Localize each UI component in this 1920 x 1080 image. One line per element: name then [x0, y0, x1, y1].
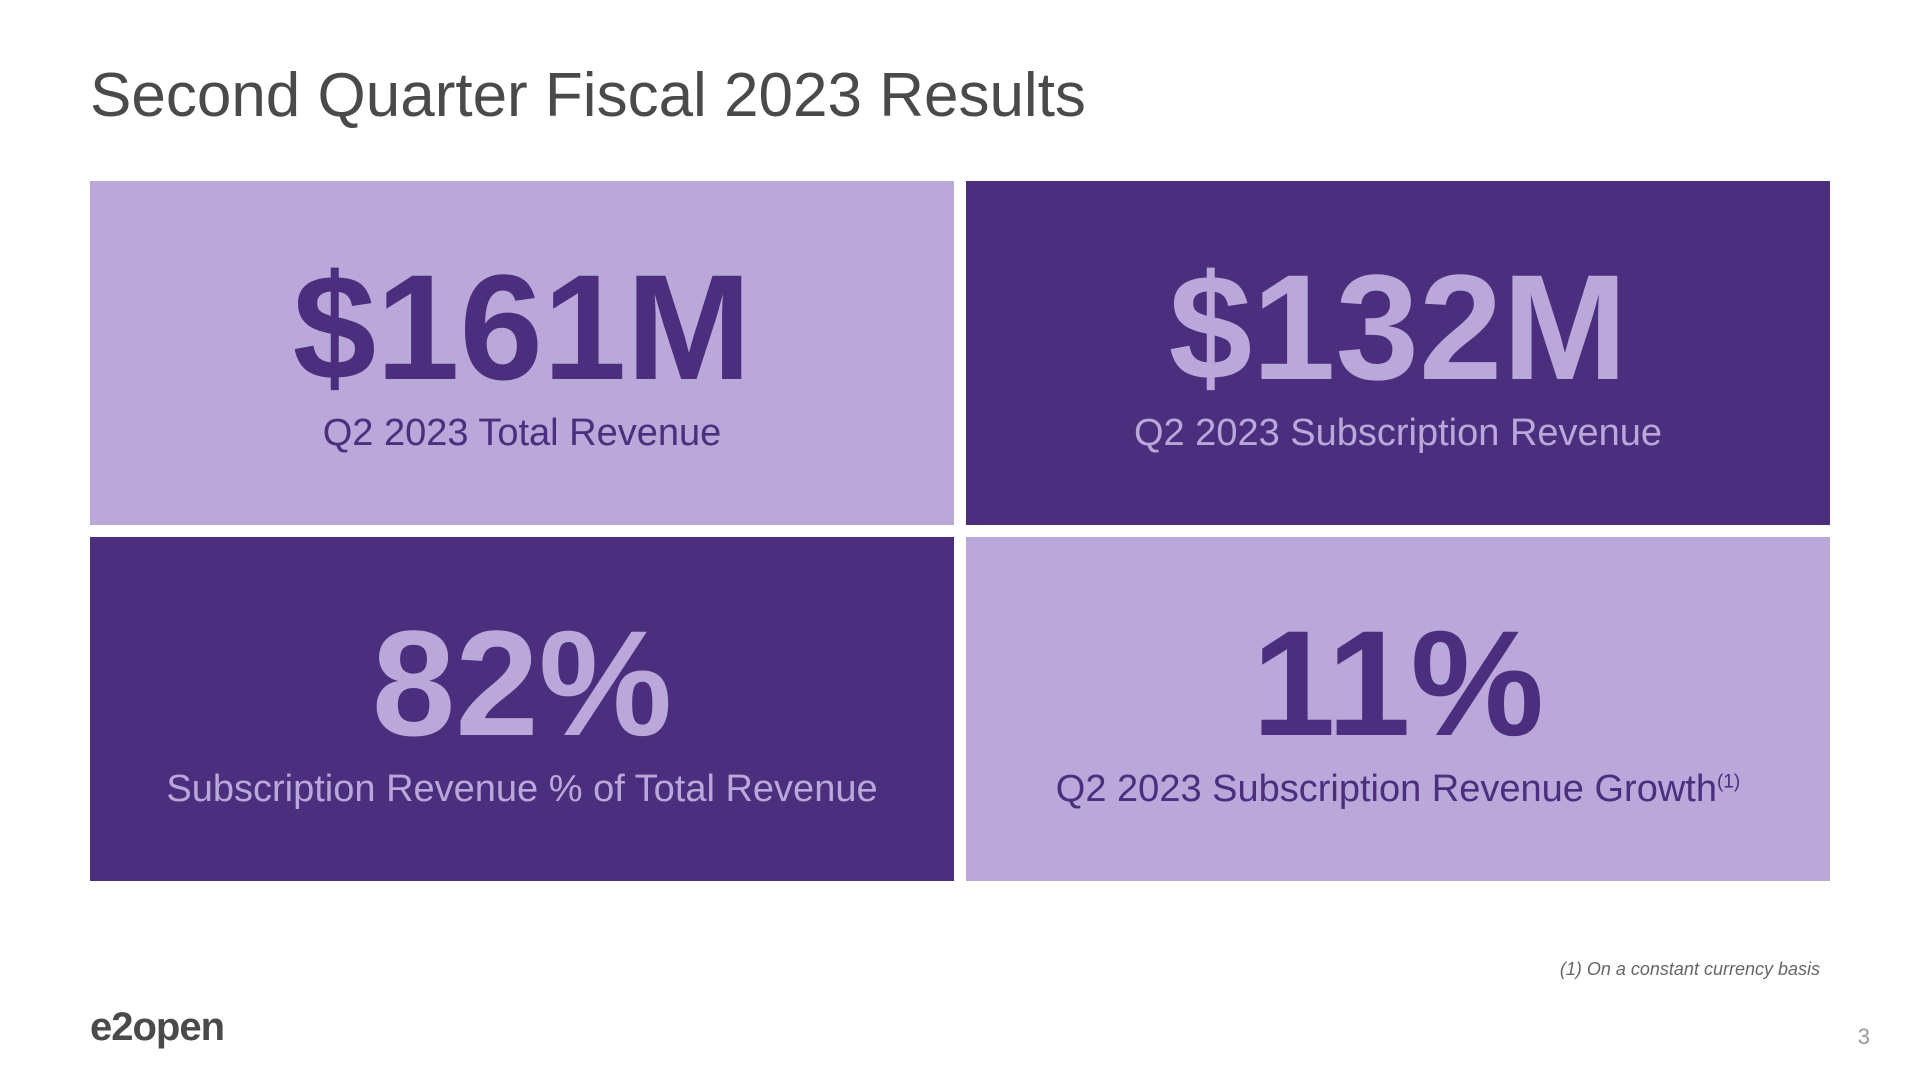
- tile-value: $132M: [1169, 252, 1628, 402]
- footnote: (1) On a constant currency basis: [1560, 959, 1820, 980]
- tile-value: 11%: [1252, 608, 1544, 758]
- tile-label: Q2 2023 Subscription Revenue: [1134, 412, 1662, 455]
- tile-label: Q2 2023 Subscription Revenue Growth(1): [1056, 768, 1740, 811]
- tile-subscription-revenue: $132M Q2 2023 Subscription Revenue: [966, 181, 1830, 525]
- tile-value: $161M: [293, 252, 752, 402]
- page-title: Second Quarter Fiscal 2023 Results: [90, 60, 1830, 131]
- page-number: 3: [1858, 1024, 1870, 1050]
- slide-container: Second Quarter Fiscal 2023 Results $161M…: [0, 0, 1920, 1080]
- tile-label: Q2 2023 Total Revenue: [323, 412, 722, 455]
- tile-label-text: Q2 2023 Subscription Revenue Growth: [1056, 768, 1717, 810]
- metrics-grid: $161M Q2 2023 Total Revenue $132M Q2 202…: [90, 181, 1830, 881]
- tile-total-revenue: $161M Q2 2023 Total Revenue: [90, 181, 954, 525]
- tile-label: Subscription Revenue % of Total Revenue: [166, 768, 877, 811]
- tile-value: 82%: [372, 608, 672, 758]
- logo: e2open: [90, 1005, 224, 1050]
- tile-subscription-growth: 11% Q2 2023 Subscription Revenue Growth(…: [966, 537, 1830, 881]
- tile-label-sup: (1): [1717, 771, 1740, 792]
- tile-subscription-pct: 82% Subscription Revenue % of Total Reve…: [90, 537, 954, 881]
